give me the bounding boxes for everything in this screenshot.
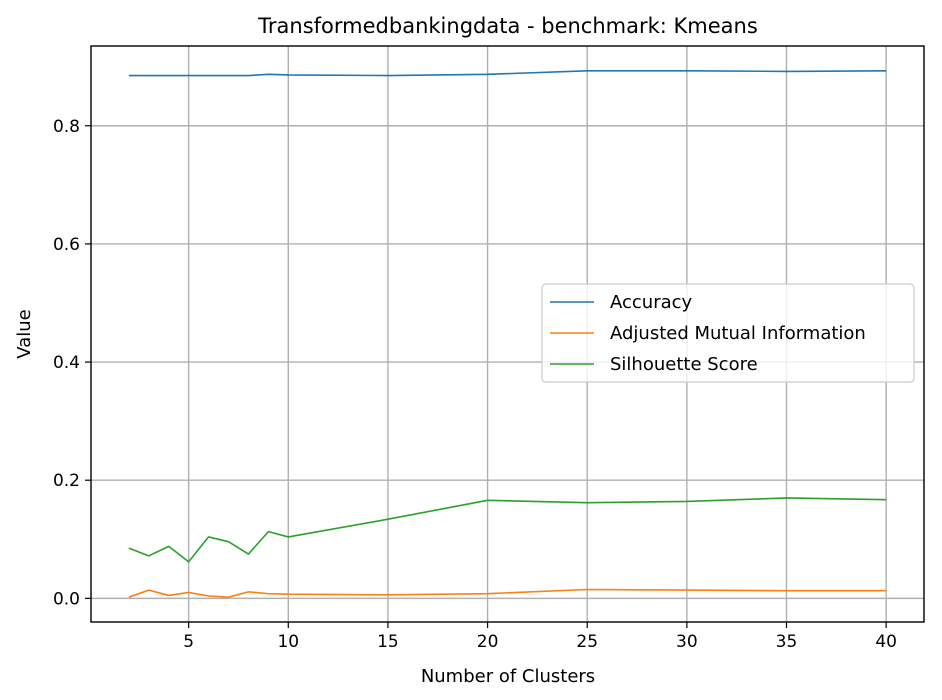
x-axis-label: Number of Clusters: [421, 666, 595, 687]
series-line-silhouette-score: [128, 497, 887, 563]
chart-title: Transformedbankingdata - benchmark: Kmea…: [257, 14, 758, 38]
legend: Accuracy Adjusted Mutual Information Silho…: [541, 283, 915, 383]
y-tick-label: 0.8: [53, 117, 80, 137]
series-layer: [128, 70, 887, 598]
legend-label-silhouette-score: Silhouette Score: [610, 354, 758, 375]
x-tick-label: 30: [676, 632, 698, 652]
series-line-adjusted-mutual-information: [128, 588, 887, 598]
y-tick-label: 0.2: [53, 471, 80, 491]
y-tick-label: 0.0: [53, 589, 80, 609]
x-tick-label: 35: [776, 632, 798, 652]
x-tick-label: 5: [183, 632, 194, 652]
series-line-accuracy: [128, 70, 887, 77]
y-tick-label: 0.6: [53, 235, 80, 255]
axes-frame: [90, 45, 925, 623]
legend-box: [541, 283, 915, 383]
tick-layer: 5 10 15 20 25 30 35 40 0.0 0.2 0.4 0.6 0.8: [53, 117, 897, 652]
y-tick-label: 0.4: [53, 353, 80, 373]
x-tick-label: 40: [875, 632, 897, 652]
legend-label-adjusted-mutual-information: Adjusted Mutual Information: [610, 323, 866, 344]
x-tick-label: 15: [377, 632, 399, 652]
x-tick-label: 25: [576, 632, 598, 652]
y-axis-label: Value: [14, 309, 35, 358]
legend-label-accuracy: Accuracy: [610, 292, 693, 313]
x-tick-label: 20: [477, 632, 499, 652]
x-tick-label: 10: [277, 632, 299, 652]
